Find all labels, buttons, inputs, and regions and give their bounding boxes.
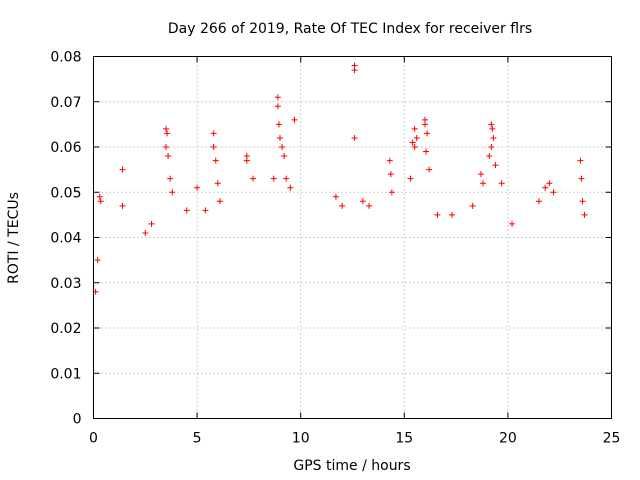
- data-point: [366, 202, 373, 209]
- data-point: [291, 116, 298, 123]
- data-point: [279, 144, 286, 150]
- data-point: [169, 189, 176, 196]
- data-point: [488, 144, 495, 150]
- data-point: [270, 175, 277, 182]
- data-point: [148, 220, 155, 227]
- data-point: [490, 134, 497, 141]
- data-point: [426, 166, 433, 173]
- data-point: [388, 189, 395, 196]
- data-point: [424, 130, 431, 137]
- data-point: [339, 202, 346, 209]
- data-point: [210, 144, 217, 150]
- data-point: [119, 202, 126, 209]
- data-point: [163, 125, 170, 132]
- data-point: [163, 144, 170, 150]
- data-point: [577, 157, 584, 164]
- axis-ticks: [93, 56, 612, 419]
- data-point: [486, 153, 493, 160]
- data-point: [578, 175, 585, 182]
- y-axis-label: ROTI / TECUs: [6, 192, 22, 284]
- x-tick-label: 20: [499, 431, 517, 447]
- x-tick-label: 10: [292, 431, 310, 447]
- data-point: [423, 148, 430, 155]
- data-point: [480, 180, 487, 187]
- data-point: [492, 162, 499, 169]
- y-tick-label: 0.07: [50, 95, 81, 111]
- data-point: [581, 211, 588, 218]
- data-point: [214, 180, 221, 187]
- data-point: [535, 198, 542, 205]
- data-point: [274, 94, 281, 101]
- data-point: [216, 198, 223, 205]
- data-point: [488, 121, 495, 128]
- data-point: [387, 171, 394, 178]
- data-point: [409, 139, 416, 146]
- data-point: [351, 134, 358, 141]
- y-tick-label: 0.02: [50, 321, 81, 337]
- data-point: [469, 202, 476, 209]
- x-tick-label: 15: [395, 431, 413, 447]
- data-point: [250, 175, 257, 182]
- data-point: [407, 175, 414, 182]
- data-point: [411, 125, 418, 132]
- data-point: [202, 207, 209, 214]
- chart-title: Day 266 of 2019, Rate Of TEC Index for r…: [168, 21, 532, 37]
- data-point: [274, 103, 281, 110]
- x-tick-label: 25: [603, 431, 621, 447]
- data-point: [276, 134, 283, 141]
- data-point: [94, 257, 101, 264]
- y-tick-label: 0.08: [50, 50, 81, 66]
- data-point: [477, 171, 484, 178]
- data-point: [413, 134, 420, 141]
- data-point: [351, 67, 358, 74]
- data-point: [550, 189, 557, 196]
- data-point: [243, 157, 250, 164]
- y-tick-label: 0.01: [50, 366, 81, 382]
- data-point: [287, 184, 294, 191]
- grid-lines: [93, 56, 612, 419]
- data-point: [183, 207, 190, 214]
- y-tick-label: 0.05: [50, 185, 81, 201]
- data-point: [448, 211, 455, 218]
- data-point: [275, 121, 282, 128]
- data-points: [92, 62, 588, 295]
- data-point: [422, 121, 429, 128]
- y-tick-label: 0.06: [50, 140, 81, 156]
- x-tick-labels: 0 5 10 15 20 25: [89, 431, 620, 447]
- x-axis-label: GPS time / hours: [293, 458, 410, 474]
- data-point: [542, 184, 549, 191]
- data-point: [386, 157, 393, 164]
- x-tick-label: 0: [89, 431, 98, 447]
- data-point: [281, 153, 288, 160]
- x-tick-label: 5: [193, 431, 202, 447]
- y-tick-label: 0.04: [50, 231, 81, 247]
- data-point: [167, 175, 174, 182]
- data-point: [142, 229, 149, 236]
- y-tick-labels: 0 0.01 0.02 0.03 0.04 0.05 0.06 0.07 0.08: [50, 50, 81, 428]
- y-tick-label: 0.03: [50, 276, 81, 292]
- data-point: [212, 157, 219, 164]
- y-tick-label: 0: [73, 412, 82, 428]
- data-point: [119, 166, 126, 173]
- data-point: [164, 130, 171, 137]
- data-point: [332, 193, 339, 200]
- data-point: [96, 193, 103, 200]
- data-point: [97, 198, 104, 205]
- data-point: [283, 175, 290, 182]
- data-point: [210, 130, 217, 137]
- data-point: [359, 198, 366, 205]
- data-point: [509, 220, 516, 227]
- data-point: [498, 180, 505, 187]
- data-point: [489, 125, 496, 132]
- data-point: [411, 144, 418, 150]
- data-point: [546, 180, 553, 187]
- data-point: [194, 184, 201, 191]
- data-point: [165, 153, 172, 160]
- data-point: [434, 211, 441, 218]
- data-point: [579, 198, 586, 205]
